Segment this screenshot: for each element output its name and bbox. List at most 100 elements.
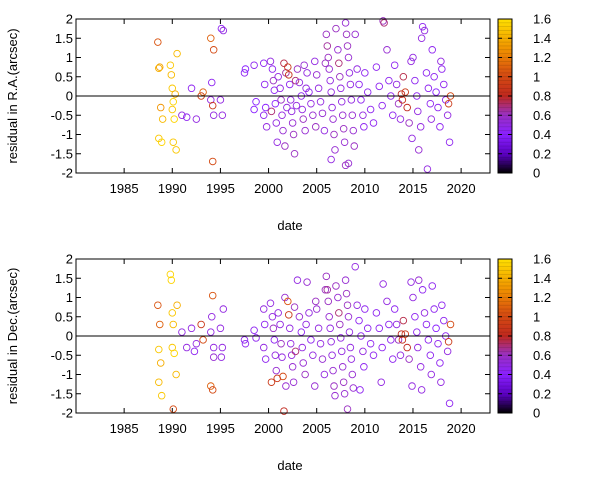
data-point	[414, 107, 422, 116]
data-point	[273, 138, 281, 146]
data-point	[369, 351, 378, 360]
data-point	[443, 111, 452, 119]
data-point	[155, 64, 163, 73]
data-point	[340, 390, 349, 398]
colorbar: 0 0.2 0.4 0.6 0.8 1 1.2 1.4 1.6	[497, 12, 551, 181]
data-point	[279, 126, 287, 135]
data-point	[445, 138, 454, 146]
data-point	[353, 301, 361, 309]
colorbar-tick-label: 0.6	[533, 108, 551, 123]
data-point	[437, 57, 445, 66]
data-point	[156, 320, 164, 329]
data-point	[331, 146, 339, 154]
data-point	[271, 99, 280, 108]
data-point	[339, 124, 348, 133]
data-point	[342, 289, 351, 298]
data-point	[178, 111, 186, 119]
data-point	[334, 293, 342, 302]
ylabel: residual in Dec.(arcsec)	[5, 268, 20, 405]
data-point	[437, 378, 445, 386]
data-point	[423, 165, 432, 173]
colorbar-tick-label: 0.8	[533, 329, 551, 344]
data-point	[385, 320, 393, 329]
data-point	[322, 272, 331, 281]
data-point	[325, 65, 333, 73]
data-point	[267, 107, 276, 116]
data-point	[293, 276, 302, 284]
data-point	[392, 80, 401, 89]
x-tick-label: 2005	[302, 421, 331, 436]
data-point	[389, 111, 397, 119]
data-point	[424, 336, 433, 344]
data-point	[359, 347, 367, 356]
data-point	[291, 76, 300, 85]
data-point	[377, 378, 385, 386]
data-point	[169, 98, 177, 106]
data-point	[341, 161, 350, 170]
data-point	[341, 276, 350, 284]
data-point	[291, 347, 300, 356]
data-point	[169, 138, 177, 146]
x-tick-label: 2000	[254, 421, 283, 436]
data-point	[427, 115, 436, 123]
data-point	[394, 336, 403, 344]
data-point	[286, 96, 295, 104]
data-point	[401, 88, 410, 96]
data-point	[295, 78, 304, 87]
data-point	[312, 305, 321, 313]
data-point	[438, 301, 446, 309]
data-point	[427, 370, 436, 379]
data-point	[287, 351, 296, 360]
data-point	[285, 71, 293, 79]
panel-dec: residual in Dec.(arcsec) date 1985 1990 19…	[5, 252, 551, 474]
data-point	[417, 386, 426, 394]
y-tick-label: -1.5	[51, 146, 73, 161]
data-point	[280, 59, 288, 68]
y-tick-labels: -2 -1.5 -1 -0.5 0 0.5 1 1.5 2	[51, 252, 490, 421]
x-tick-label: 2015	[399, 181, 428, 196]
data-point	[250, 61, 258, 69]
data-point	[209, 46, 218, 54]
data-point	[369, 119, 378, 127]
data-point	[208, 78, 216, 87]
data-point	[292, 101, 301, 110]
data-point	[316, 98, 325, 106]
data-point	[355, 316, 363, 325]
data-point	[268, 313, 277, 321]
data-point	[398, 96, 407, 104]
data-point	[355, 80, 363, 89]
data-point	[349, 126, 358, 135]
data-point	[363, 88, 372, 96]
data-point	[440, 80, 448, 89]
data-point	[397, 330, 406, 338]
y-tick-label: 1.5	[55, 271, 73, 286]
data-point	[311, 297, 320, 306]
data-point	[337, 347, 346, 356]
data-point	[332, 282, 340, 290]
data-point	[260, 320, 269, 329]
data-point	[297, 328, 306, 336]
data-point	[168, 84, 177, 93]
data-point	[158, 115, 167, 123]
data-point	[345, 69, 354, 77]
data-point	[269, 324, 278, 333]
colorbar-tick-label: 1.4	[533, 271, 551, 286]
data-point	[309, 111, 317, 119]
data-point	[389, 355, 397, 363]
x-tick-label: 2005	[302, 181, 331, 196]
colorbar-tick-label: 1	[533, 309, 540, 324]
x-tick-label: 1990	[158, 421, 187, 436]
x-tick-label: 2020	[447, 421, 476, 436]
data-point	[443, 347, 452, 356]
data-point	[323, 42, 332, 50]
data-point	[409, 293, 417, 302]
data-point	[343, 42, 352, 50]
y-tick-label: 0.5	[55, 69, 73, 84]
colorbar-tick-label: 0	[533, 166, 540, 181]
data-point	[372, 309, 381, 317]
data-point	[250, 326, 258, 334]
data-point	[434, 339, 442, 348]
colorbar: 0 0.2 0.4 0.6 0.8 1 1.2 1.4 1.6	[497, 252, 551, 421]
data-point	[309, 351, 317, 360]
data-point	[328, 103, 336, 112]
